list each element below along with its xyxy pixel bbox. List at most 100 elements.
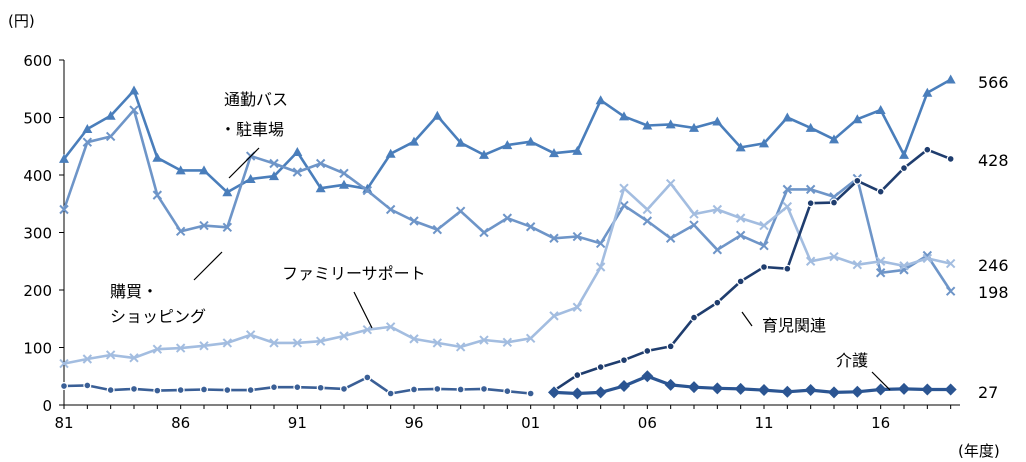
data-point xyxy=(525,136,536,146)
data-point xyxy=(945,74,956,84)
data-point xyxy=(245,174,256,184)
data-point xyxy=(410,385,419,394)
annotation: 育児関連 xyxy=(741,311,826,335)
x-tick-label: 86 xyxy=(171,414,190,432)
data-point xyxy=(152,152,163,162)
data-point xyxy=(222,338,233,348)
data-point xyxy=(409,136,419,146)
data-point xyxy=(106,386,115,395)
y-tick-label: 0 xyxy=(42,397,52,415)
data-point xyxy=(805,122,816,132)
series-line xyxy=(553,148,952,392)
data-point xyxy=(292,338,303,348)
data-point xyxy=(129,85,139,95)
data-point xyxy=(782,184,793,195)
data-point xyxy=(549,311,559,321)
y-tick-label: 600 xyxy=(23,52,52,70)
data-point xyxy=(922,87,933,97)
data-point xyxy=(315,336,326,346)
data-point xyxy=(82,354,93,364)
data-point xyxy=(735,230,746,241)
data-point xyxy=(269,158,279,169)
data-point xyxy=(875,256,886,266)
data-point xyxy=(339,179,349,189)
data-point xyxy=(59,153,69,163)
data-point xyxy=(385,148,396,158)
data-point xyxy=(480,384,489,393)
data-point xyxy=(269,171,279,181)
data-point xyxy=(270,383,279,392)
data-point xyxy=(59,358,69,369)
data-point xyxy=(572,145,583,155)
data-point xyxy=(875,268,886,278)
leader-line xyxy=(193,251,223,281)
y-unit-label: (円) xyxy=(8,12,35,30)
data-point xyxy=(385,204,396,215)
data-point xyxy=(944,383,957,396)
data-point xyxy=(409,216,419,226)
data-point xyxy=(525,333,536,344)
data-point xyxy=(689,313,698,322)
series-layer xyxy=(59,74,957,400)
leader-line xyxy=(353,291,373,329)
data-point xyxy=(642,216,653,226)
series-0 xyxy=(59,74,956,197)
data-point xyxy=(945,286,956,296)
data-point xyxy=(946,154,955,163)
data-point xyxy=(549,233,559,243)
data-point xyxy=(875,105,886,115)
data-point xyxy=(781,385,794,398)
data-point xyxy=(899,164,908,173)
y-tick-label: 500 xyxy=(23,110,52,128)
data-point xyxy=(572,231,583,242)
data-point xyxy=(199,165,209,175)
series-line xyxy=(63,182,951,365)
data-point xyxy=(502,337,513,348)
end-label: 246 xyxy=(978,256,1009,275)
annotation: 介護 xyxy=(836,351,891,391)
y-tick-label: 300 xyxy=(23,225,52,243)
data-point xyxy=(245,330,256,340)
annotation-label: 育児関連 xyxy=(762,316,826,335)
data-point xyxy=(642,120,653,130)
data-point xyxy=(759,263,768,272)
data-point xyxy=(804,384,817,397)
annotation: 通勤バス・駐車場 xyxy=(220,90,288,179)
data-point xyxy=(618,380,630,393)
data-point xyxy=(851,385,864,398)
data-point xyxy=(292,167,303,177)
data-point xyxy=(665,178,676,189)
data-point xyxy=(666,342,675,351)
data-point xyxy=(432,110,443,120)
data-point xyxy=(385,322,396,332)
data-point xyxy=(619,111,629,121)
annotation-label: ショッピング xyxy=(110,307,206,326)
data-point xyxy=(596,363,605,372)
data-point xyxy=(456,385,465,394)
data-point xyxy=(316,383,325,392)
data-point xyxy=(152,344,163,354)
data-point xyxy=(152,190,163,200)
data-point xyxy=(59,382,68,391)
data-point xyxy=(712,116,723,126)
data-point xyxy=(199,220,209,231)
data-point xyxy=(105,110,116,120)
data-point xyxy=(853,176,862,185)
data-point xyxy=(129,353,139,363)
annotation-label: ・駐車場 xyxy=(220,120,284,139)
data-point xyxy=(829,198,838,207)
x-tick-label: 06 xyxy=(638,414,657,432)
end-label: 198 xyxy=(978,283,1009,302)
data-point xyxy=(175,226,186,237)
data-point xyxy=(269,338,279,348)
data-point xyxy=(525,222,536,232)
data-point xyxy=(479,149,489,159)
plot-area: 0 100 200 300 400 500 600 81 86 91 96 01 06 11 16 通勤バ… xyxy=(23,52,1008,432)
leader-line xyxy=(228,147,260,179)
data-point xyxy=(758,384,770,397)
data-point xyxy=(339,331,349,341)
data-point xyxy=(432,338,443,348)
data-point xyxy=(829,251,839,262)
data-point xyxy=(899,149,909,159)
data-point xyxy=(362,185,373,196)
